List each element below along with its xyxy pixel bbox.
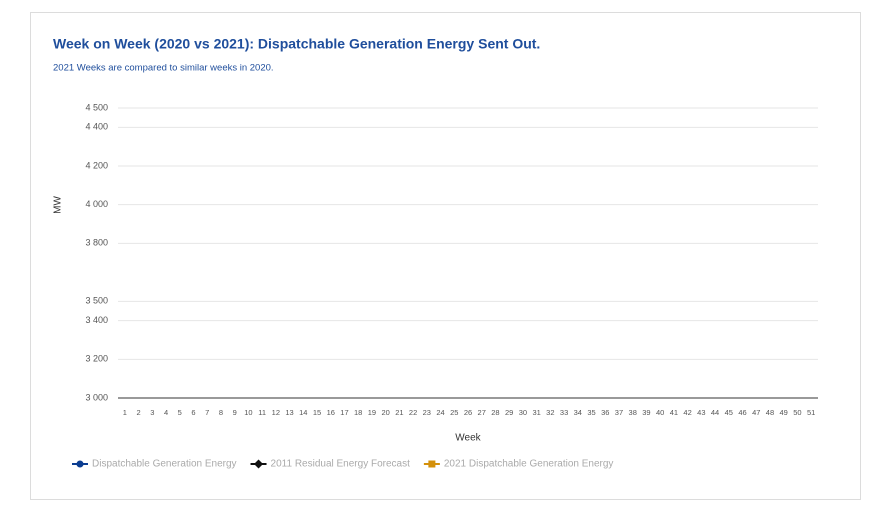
x-tick-label: 36 [601, 408, 609, 417]
x-tick-label: 27 [478, 408, 486, 417]
x-tick-label: 11 [258, 408, 266, 417]
x-tick-label: 21 [395, 408, 403, 417]
x-tick-label: 40 [656, 408, 664, 417]
x-tick-label: 46 [738, 408, 746, 417]
y-tick-label: 3 200 [85, 354, 108, 364]
x-tick-label: 44 [711, 408, 719, 417]
legend-label: 2021 Dispatchable Generation Energy [444, 459, 614, 470]
x-tick-label: 1 [123, 408, 127, 417]
chart-title: Week on Week (2020 vs 2021): Dispatchabl… [53, 36, 540, 52]
y-tick-label: 4 400 [85, 122, 108, 132]
x-tick-label: 12 [272, 408, 280, 417]
x-tick-label: 39 [642, 408, 650, 417]
x-tick-label: 41 [670, 408, 678, 417]
x-tick-label: 32 [546, 408, 554, 417]
x-tick-label: 47 [752, 408, 760, 417]
x-tick-label: 29 [505, 408, 513, 417]
y-tick-label: 3 000 [85, 392, 108, 402]
x-tick-label: 20 [381, 408, 389, 417]
x-tick-label: 10 [244, 408, 252, 417]
legend-marker [428, 460, 436, 468]
x-tick-label: 51 [807, 408, 815, 417]
x-tick-label: 6 [191, 408, 195, 417]
x-tick-label: 43 [697, 408, 705, 417]
x-tick-label: 50 [793, 408, 801, 417]
x-tick-label: 16 [327, 408, 335, 417]
x-tick-label: 35 [587, 408, 595, 417]
x-tick-label: 31 [532, 408, 540, 417]
legend-label: Dispatchable Generation Energy [92, 459, 237, 470]
x-tick-label: 22 [409, 408, 417, 417]
x-tick-label: 19 [368, 408, 376, 417]
y-tick-label: 4 500 [85, 102, 108, 112]
y-tick-label: 4 000 [85, 199, 108, 209]
x-tick-label: 13 [285, 408, 293, 417]
chart-subtitle: 2021 Weeks are compared to similar weeks… [53, 63, 274, 74]
card [30, 12, 861, 500]
x-tick-label: 48 [766, 408, 774, 417]
x-axis-label: Week [455, 433, 481, 444]
x-tick-label: 9 [233, 408, 237, 417]
x-tick-label: 37 [615, 408, 623, 417]
x-tick-label: 25 [450, 408, 458, 417]
x-tick-label: 33 [560, 408, 568, 417]
y-tick-label: 3 500 [85, 296, 108, 306]
x-tick-label: 30 [519, 408, 527, 417]
x-tick-label: 49 [780, 408, 788, 417]
x-tick-label: 28 [491, 408, 499, 417]
x-tick-label: 26 [464, 408, 472, 417]
x-tick-label: 42 [683, 408, 691, 417]
x-tick-label: 38 [629, 408, 637, 417]
legend-marker [254, 459, 264, 469]
x-tick-label: 18 [354, 408, 362, 417]
x-tick-label: 15 [313, 408, 321, 417]
x-tick-label: 2 [137, 408, 141, 417]
x-tick-label: 7 [205, 408, 209, 417]
x-tick-label: 23 [423, 408, 431, 417]
y-axis-label: MW [53, 196, 64, 214]
x-tick-label: 45 [725, 408, 733, 417]
y-tick-label: 3 400 [85, 315, 108, 325]
y-tick-label: 3 800 [85, 238, 108, 248]
x-tick-label: 4 [164, 408, 168, 417]
y-tick-label: 4 200 [85, 160, 108, 170]
x-tick-label: 8 [219, 408, 223, 417]
legend-label: 2011 Residual Energy Forecast [271, 459, 411, 470]
x-tick-label: 3 [150, 408, 154, 417]
x-tick-label: 5 [178, 408, 182, 417]
x-tick-label: 17 [340, 408, 348, 417]
legend-marker [76, 460, 84, 468]
x-tick-label: 24 [436, 408, 444, 417]
x-tick-label: 34 [574, 408, 582, 417]
x-tick-label: 14 [299, 408, 307, 417]
